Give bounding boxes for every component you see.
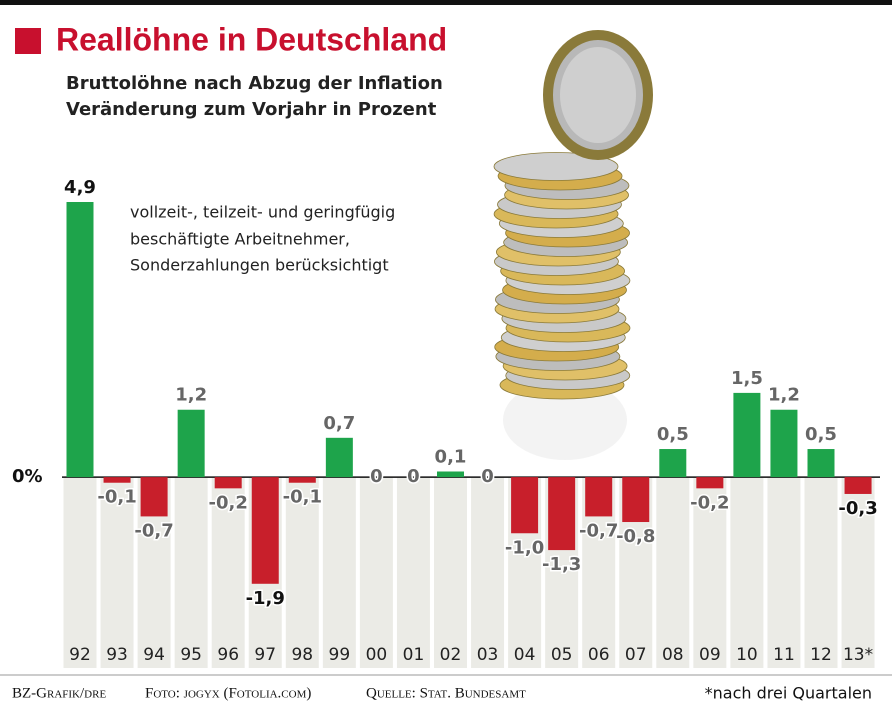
- bar: [66, 202, 94, 478]
- x-tick-label: 06: [588, 645, 610, 665]
- annotation: Sonderzahlungen berücksichtigt: [130, 256, 389, 275]
- value-label: -0,1: [97, 487, 136, 508]
- x-tick-label: 05: [551, 645, 573, 665]
- bar: [214, 477, 242, 489]
- value-label: 1,2: [175, 385, 207, 406]
- value-label: -0,1: [283, 487, 322, 508]
- bar: [140, 477, 168, 517]
- value-label: 0: [481, 466, 494, 487]
- column-backgrounds: [63, 477, 875, 668]
- source: Quelle: Stat. Bundesamt: [366, 685, 526, 701]
- x-tick-label: 08: [662, 645, 684, 665]
- x-tick-label: 98: [291, 645, 313, 665]
- value-label: -0,3: [838, 498, 877, 519]
- footnote: *nach drei Quartalen: [705, 684, 872, 703]
- bar: [807, 449, 835, 478]
- x-tick-label: 92: [69, 645, 91, 665]
- value-label: -1,3: [542, 554, 581, 575]
- value-label: 4,9: [64, 177, 96, 198]
- value-label: -0,2: [209, 492, 248, 513]
- column-background: [396, 477, 430, 668]
- value-label: 1,5: [731, 368, 763, 389]
- x-tick-label: 01: [403, 645, 425, 665]
- column-background: [656, 477, 690, 668]
- bar: [585, 477, 613, 517]
- value-label: -0,8: [616, 526, 655, 547]
- column-background: [211, 477, 245, 668]
- column-background: [693, 477, 727, 668]
- x-tick-label: 02: [440, 645, 462, 665]
- x-tick-label: 94: [143, 645, 165, 665]
- column-background: [434, 477, 467, 668]
- subtitle: Bruttolöhne nach Abzug der Inflation: [66, 73, 443, 94]
- x-tick-label: 00: [366, 645, 388, 665]
- chart-title: Reallöhne in Deutschland: [56, 21, 447, 57]
- value-label: 0,5: [805, 424, 837, 445]
- value-label: -0,7: [134, 520, 173, 541]
- column-background: [174, 477, 208, 668]
- x-tick-label: 10: [736, 645, 758, 665]
- plot: 92 93 94 95 96 97 98 99 00 01 02 03 04 05 06 07 08 09 10 11…: [12, 176, 880, 665]
- credit: Foto: jogyx (Fotolia.com): [145, 685, 311, 701]
- bar: [511, 477, 539, 534]
- value-label: -1,0: [505, 537, 544, 558]
- value-label: -1,9: [246, 588, 285, 609]
- column-background: [767, 477, 801, 668]
- bar: [325, 437, 353, 478]
- x-tick-label: 99: [329, 645, 351, 665]
- bar: [844, 477, 872, 494]
- bar: [659, 449, 687, 478]
- x-tick-label: 12: [810, 645, 832, 665]
- x-tick-label: 97: [254, 645, 276, 665]
- bar: [177, 409, 205, 478]
- subtitle: Veränderung zum Vorjahr in Prozent: [66, 99, 437, 120]
- bar: [696, 477, 724, 489]
- value-label: -0,2: [690, 492, 729, 513]
- bar: [548, 477, 576, 551]
- column-background: [100, 477, 134, 668]
- value-label: 0,5: [657, 424, 689, 445]
- bar: [288, 477, 316, 483]
- value-label: -0,7: [579, 520, 618, 541]
- x-tick-label: 07: [625, 645, 647, 665]
- bar: [251, 477, 279, 584]
- column-background: [730, 477, 764, 668]
- value-label: 0,7: [323, 413, 355, 434]
- x-tick-label: 96: [217, 645, 239, 665]
- annotation: beschäftigte Arbeitnehmer,: [130, 230, 350, 249]
- x-tick-label: 09: [699, 645, 721, 665]
- column-background: [471, 477, 505, 668]
- value-label: 0: [370, 466, 383, 487]
- x-tick-label: 95: [180, 645, 202, 665]
- column-background: [804, 477, 838, 668]
- bar: [770, 409, 798, 478]
- column-background: [285, 477, 319, 668]
- x-tick-label: 04: [514, 645, 536, 665]
- x-tick-label: 03: [477, 645, 499, 665]
- top-rule: [0, 0, 892, 5]
- column-background: [841, 477, 875, 668]
- column-background: [359, 477, 393, 668]
- x-tick-label: 11: [773, 645, 795, 665]
- credit: BZ-Grafik/dre: [12, 685, 106, 701]
- x-tick-label: 93: [106, 645, 128, 665]
- column-background: [63, 477, 97, 668]
- value-label: 0,1: [435, 446, 467, 467]
- value-label: 1,2: [768, 385, 800, 406]
- x-tick-label: 13*: [843, 645, 873, 665]
- y-tick-label: 0%: [12, 466, 43, 487]
- title-marker: [15, 28, 41, 54]
- bar: [103, 477, 131, 483]
- bar: [437, 471, 464, 478]
- annotation: vollzeit-, teilzeit- und geringfügig: [130, 203, 395, 222]
- bar: [733, 392, 761, 478]
- coin-stack: [493, 30, 653, 460]
- bar: [622, 477, 650, 523]
- value-label: 0: [407, 466, 420, 487]
- column-background: [322, 477, 356, 668]
